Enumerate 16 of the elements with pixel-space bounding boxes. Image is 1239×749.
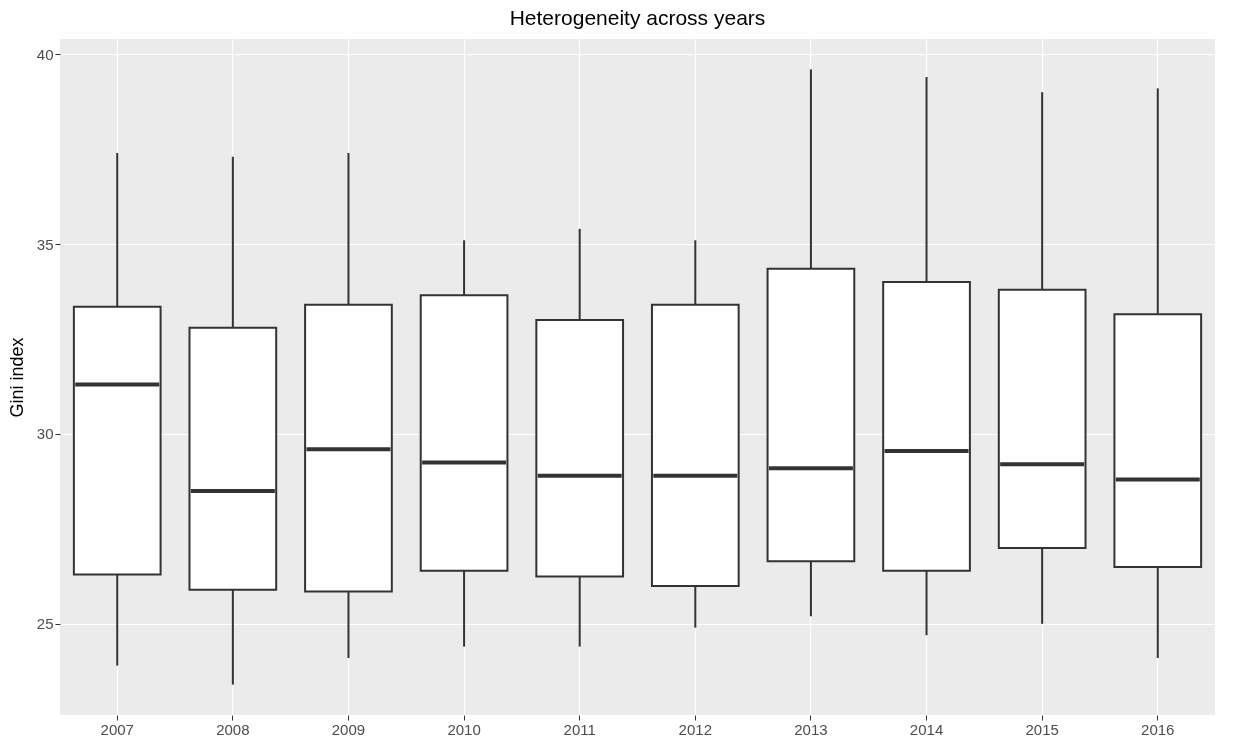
x-tick-label: 2011 <box>563 720 596 738</box>
x-tick-label: 2012 <box>678 720 712 738</box>
x-tick-label: 2014 <box>909 720 944 738</box>
x-tick-label: 2009 <box>331 720 366 738</box>
x-tick-label: 2008 <box>216 720 250 738</box>
y-tick-label: 35 <box>36 235 54 253</box>
x-tick-label: 2010 <box>447 720 481 738</box>
y-tick-label: 40 <box>36 45 54 63</box>
y-tick-label: 30 <box>36 425 54 443</box>
x-tick-label: 2007 <box>100 720 134 738</box>
x-tick-label: 2013 <box>794 720 828 738</box>
x-tick-label: 2015 <box>1025 720 1059 738</box>
x-tick-label: 2016 <box>1141 720 1175 738</box>
y-axis-title: Gini index <box>6 337 27 418</box>
y-tick-label: 25 <box>36 615 54 633</box>
chart-title: Heterogeneity across years <box>509 6 766 29</box>
